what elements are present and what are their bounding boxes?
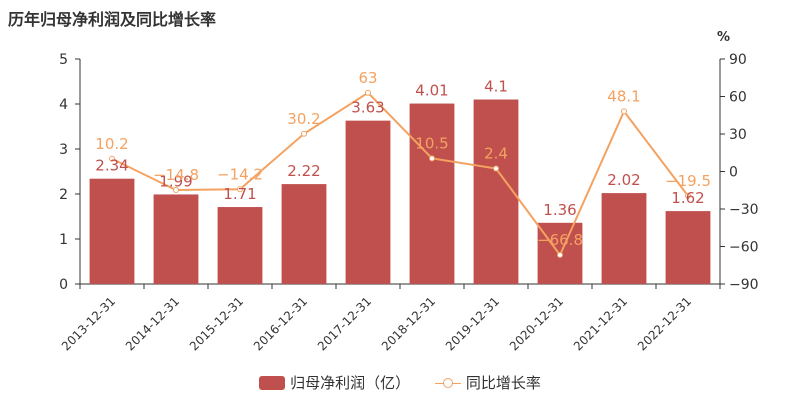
right-axis-tick-label: 30	[729, 127, 747, 143]
bar-data-label: 1.71	[223, 185, 256, 203]
left-axis-tick-label: 3	[59, 142, 68, 158]
growth-data-label: 10.5	[415, 134, 448, 152]
x-axis-tick-label: 2021-12-31	[571, 294, 630, 353]
bar-data-label: 1.36	[543, 201, 576, 219]
growth-point	[685, 192, 691, 199]
growth-line	[111, 91, 689, 257]
legend-line-label: 同比增长率	[465, 374, 541, 392]
left-axis-tick-label: 5	[59, 52, 68, 68]
right-axis-unit: %	[717, 30, 730, 45]
growth-point	[493, 165, 499, 172]
legend-bar-swatch	[259, 375, 286, 390]
growth-data-label: −14.2	[217, 165, 263, 183]
bar	[281, 184, 327, 284]
growth-data-label: 30.2	[287, 110, 320, 128]
x-axis-tick-label: 2016-12-31	[251, 294, 310, 353]
bar-data-label: 4.1	[484, 78, 508, 96]
bar-data-label: 2.02	[607, 171, 640, 189]
growth-data-label: −66.8	[537, 231, 583, 249]
left-axis-tick-label: 0	[59, 277, 68, 293]
growth-data-label: 63	[358, 69, 377, 87]
x-axis-tick-label: 2018-12-31	[379, 294, 438, 353]
legend: 归母净利润（亿） 同比增长率	[0, 372, 800, 393]
bar	[345, 120, 391, 285]
bar-data-label: 1.99	[159, 172, 192, 190]
right-axis-tick-label: −30	[729, 202, 759, 218]
right-axis-tick-label: 0	[729, 165, 738, 181]
growth-point	[173, 187, 179, 193]
legend-item-line[interactable]: 同比增长率	[434, 372, 541, 393]
bar	[217, 207, 263, 284]
right-axis-tick-label: 90	[729, 52, 747, 68]
right-axis-tick-label: 60	[729, 90, 747, 106]
left-axis-tick-label: 2	[59, 187, 68, 203]
growth-data-label: 10.2	[95, 135, 128, 153]
right-axis-tick-label: −90	[729, 277, 759, 293]
right-axis-tick-label: −60	[729, 240, 759, 256]
growth-data-label: −14.8	[153, 166, 199, 184]
growth-point	[301, 130, 307, 137]
growth-point	[429, 155, 435, 162]
bar	[89, 178, 135, 284]
growth-point	[237, 186, 243, 193]
bar	[409, 103, 455, 284]
legend-line-swatch	[434, 376, 461, 390]
bar	[473, 99, 519, 284]
x-axis-tick-label: 2013-12-31	[59, 294, 118, 353]
x-axis-tick-label: 2022-12-31	[635, 294, 694, 353]
growth-data-label: −19.5	[665, 172, 711, 190]
bar	[153, 194, 199, 284]
x-axis-tick-label: 2019-12-31	[443, 294, 502, 353]
legend-bar-label: 归母净利润（亿）	[290, 374, 411, 392]
bar-data-label: 2.22	[287, 162, 320, 180]
growth-data-label: 48.1	[607, 87, 640, 105]
chart-title: 历年归母净利润及同比增长率	[8, 10, 217, 29]
bar-data-label: 2.34	[95, 157, 128, 175]
bar	[665, 211, 711, 284]
growth-point	[557, 252, 563, 258]
legend-item-bar[interactable]: 归母净利润（亿）	[259, 372, 410, 393]
x-axis-tick-label: 2015-12-31	[187, 294, 246, 353]
left-axis-tick-label: 1	[59, 232, 68, 248]
bar-data-label: 4.01	[415, 82, 448, 100]
left-axis-tick-label: 4	[59, 97, 68, 113]
growth-point	[365, 89, 371, 96]
bar-data-label: 1.62	[671, 189, 704, 207]
bar	[601, 193, 647, 284]
x-axis-tick-label: 2014-12-31	[123, 294, 182, 353]
x-axis-tick-label: 2017-12-31	[315, 294, 374, 353]
growth-point	[109, 155, 115, 162]
growth-point	[621, 108, 627, 115]
growth-data-label: 2.4	[484, 145, 508, 163]
bar-data-label: 3.63	[351, 99, 384, 117]
x-axis-tick-label: 2020-12-31	[507, 294, 566, 353]
